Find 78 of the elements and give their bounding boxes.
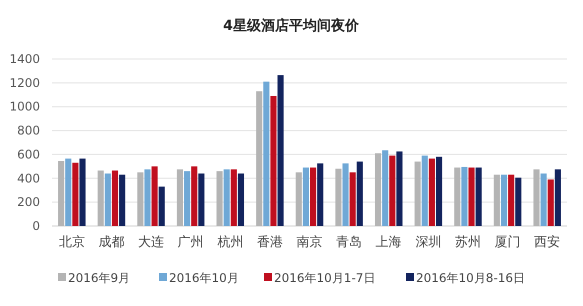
bar <box>79 158 86 226</box>
bar <box>224 169 230 226</box>
bar <box>256 91 262 226</box>
bar <box>468 168 475 226</box>
bar <box>137 172 144 226</box>
x-tick-label: 香港 <box>256 235 283 250</box>
bar <box>278 75 284 226</box>
bar <box>554 169 561 226</box>
bar <box>335 168 342 226</box>
x-tick-label: 苏州 <box>454 235 481 250</box>
bar <box>342 163 349 226</box>
bar <box>296 172 302 226</box>
y-tick-label: 400 <box>17 171 40 186</box>
bar <box>461 166 468 226</box>
bar <box>428 158 435 226</box>
bar <box>500 174 508 226</box>
x-tick-label: 青岛 <box>336 235 362 250</box>
bar <box>356 162 363 226</box>
legend-label: 2016年10月1-7日 <box>274 271 376 285</box>
bar <box>184 171 190 226</box>
bar <box>422 156 428 226</box>
bar <box>454 168 460 226</box>
bar <box>152 166 158 226</box>
x-tick-label: 成都 <box>98 235 124 250</box>
bar <box>270 96 277 226</box>
bar <box>382 150 388 226</box>
y-tick-label: 1000 <box>9 100 40 114</box>
y-tick-label: 0 <box>32 219 40 233</box>
bar <box>436 156 442 226</box>
x-tick-label: 大连 <box>138 235 164 250</box>
y-tick-label: 1400 <box>9 52 40 66</box>
bar <box>302 168 309 226</box>
bar <box>119 174 126 226</box>
y-tick-label: 200 <box>17 195 40 210</box>
bar <box>216 171 223 226</box>
bar <box>238 174 244 226</box>
x-tick-label: 厦门 <box>494 234 521 250</box>
bar <box>176 169 184 226</box>
y-tick-label: 800 <box>17 124 40 138</box>
bar <box>158 186 165 226</box>
bar <box>104 174 111 226</box>
bar <box>144 169 151 226</box>
bar <box>508 174 514 226</box>
bar <box>540 174 547 226</box>
bar <box>396 151 402 226</box>
bar <box>548 179 554 226</box>
bar <box>263 82 270 226</box>
bar <box>65 158 72 226</box>
y-tick-label: 1200 <box>9 76 40 90</box>
bar <box>350 172 356 226</box>
bar <box>374 153 382 226</box>
x-tick-label: 杭州 <box>216 235 244 250</box>
bar <box>317 163 324 226</box>
x-tick-label: 广州 <box>178 235 204 250</box>
chart-title: 4星级酒店平均间夜价 <box>223 17 360 34</box>
legend-label: 2016年10月8-16日 <box>416 271 526 285</box>
bar <box>98 170 104 226</box>
bar <box>515 178 522 226</box>
bar <box>58 160 64 226</box>
bar <box>476 168 482 226</box>
x-tick-label: 西安 <box>534 234 560 250</box>
bar <box>191 166 198 226</box>
x-tick-label: 深圳 <box>415 235 442 250</box>
bar <box>414 162 421 226</box>
x-tick-label: 南京 <box>296 235 322 250</box>
legend-label: 2016年9月 <box>68 271 130 285</box>
x-tick-label: 上海 <box>376 235 402 250</box>
bar <box>533 169 540 226</box>
bar <box>230 169 237 226</box>
y-tick-label: 600 <box>17 147 40 162</box>
bar <box>494 174 500 226</box>
bar <box>389 156 396 226</box>
legend-label: 2016年10月 <box>169 271 239 285</box>
bar <box>112 170 118 226</box>
bar <box>72 162 78 226</box>
bar <box>310 168 316 226</box>
bar <box>198 174 204 226</box>
x-tick-label: 北京 <box>58 235 85 250</box>
